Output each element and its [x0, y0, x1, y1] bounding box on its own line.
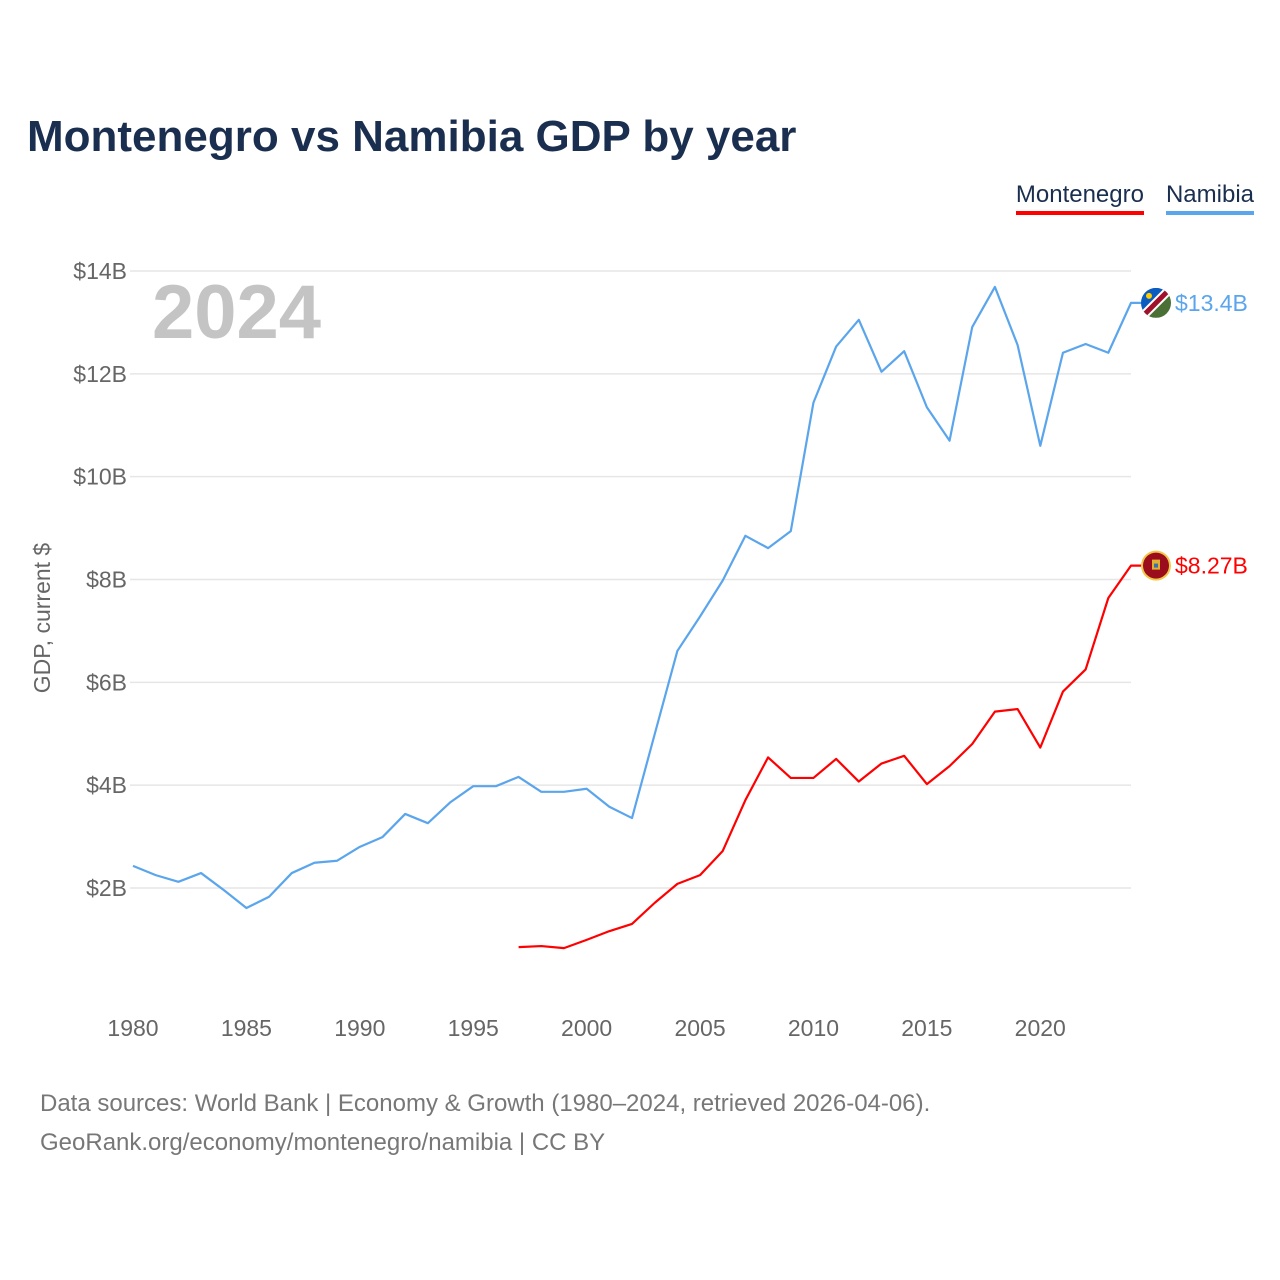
source-line-2[interactable]: GeoRank.org/economy/montenegro/namibia |… — [40, 1129, 606, 1156]
source-line-1: Data sources: World Bank | Economy & Gro… — [40, 1090, 931, 1117]
end-value-label: $8.27B — [1175, 553, 1248, 579]
y-tick-label: $6B — [86, 669, 127, 695]
y-tick-label: $12B — [73, 361, 127, 387]
y-tick-label: $4B — [86, 772, 127, 798]
x-tick-label: 2000 — [561, 1015, 612, 1041]
legend-montenegro[interactable]: Montenegro — [1015, 181, 1144, 215]
x-tick-label: 1995 — [448, 1015, 499, 1041]
series-line-montenegro — [518, 564, 1141, 950]
y-tick-label: $2B — [86, 875, 127, 901]
x-tick-label: 2015 — [901, 1015, 952, 1041]
end-value-label: $13.4B — [1175, 290, 1248, 316]
series-line-namibia — [132, 285, 1141, 910]
namibia-flag-icon — [1141, 287, 1171, 318]
y-tick-label: $8B — [86, 566, 127, 592]
legend: Montenegro Namibia — [1015, 181, 1254, 215]
chart-title: Montenegro vs Namibia GDP by year — [27, 112, 797, 161]
x-tick-label: 2005 — [674, 1015, 725, 1041]
x-tick-label: 1985 — [221, 1015, 272, 1041]
x-tick-label: 1980 — [107, 1015, 158, 1041]
x-tick-label: 1990 — [334, 1015, 385, 1041]
y-axis-label: GDP, current $ — [29, 543, 55, 694]
year-overlay: 2024 — [152, 270, 321, 355]
source-note: Data sources: World Bank | Economy & Gro… — [40, 1084, 930, 1162]
legend-namibia[interactable]: Namibia — [1165, 181, 1254, 215]
montenegro-flag-icon — [1141, 550, 1171, 581]
x-tick-label: 2020 — [1015, 1015, 1066, 1041]
y-tick-label: $14B — [73, 258, 127, 284]
y-tick-label: $10B — [73, 464, 127, 490]
x-tick-label: 2010 — [788, 1015, 839, 1041]
